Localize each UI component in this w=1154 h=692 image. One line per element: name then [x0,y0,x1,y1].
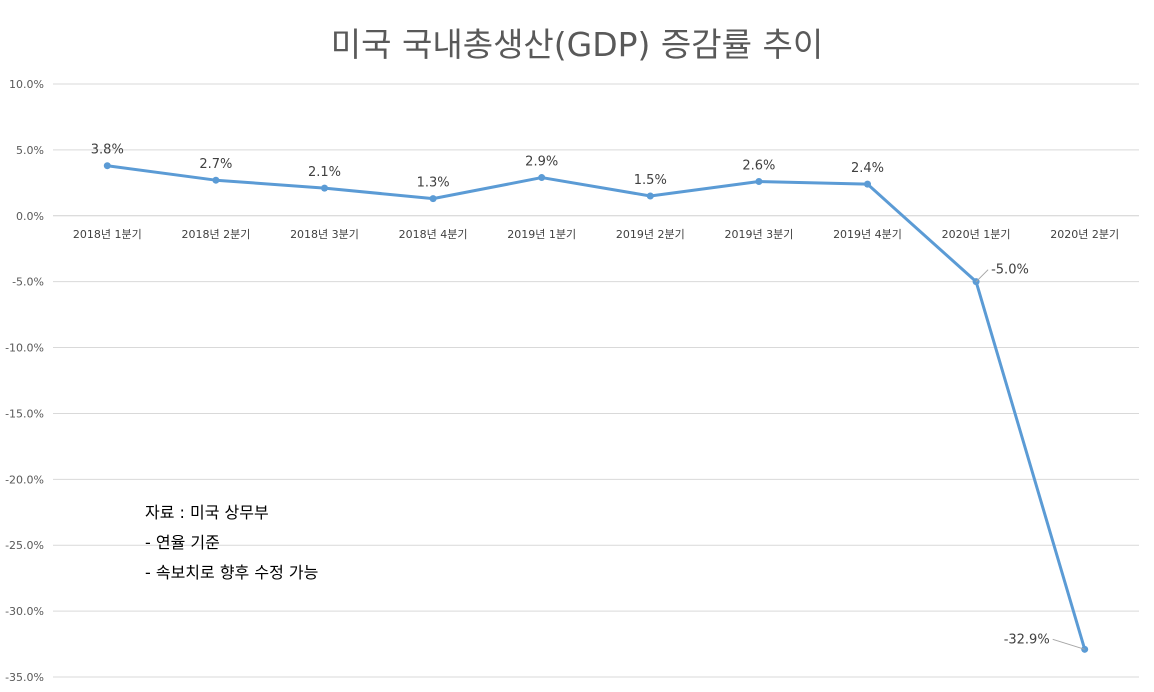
y-tick-label: 5.0% [16,144,44,157]
series-line [107,164,1087,650]
x-tick-label: 2020년 1분기 [942,228,1011,241]
y-tick-label: 0.0% [16,210,44,223]
x-tick-label: 2020년 2분기 [1050,228,1119,241]
gridlines [53,83,1139,678]
y-tick-label: -10.0% [5,342,44,355]
data-label: 2.1% [308,165,341,180]
x-tick-label: 2018년 1분기 [73,228,142,241]
x-tick-label: 2018년 4분기 [399,228,468,241]
data-label: 1.5% [634,173,667,188]
source-notes: 자료 : 미국 상무부 - 연율 기준 - 속보치로 향후 수정 가능 [145,498,318,588]
data-label: 3.8% [91,143,124,158]
y-tick-label: -15.0% [5,407,44,420]
leader-line [1052,638,1085,650]
data-point [103,162,111,170]
y-tick-label: -25.0% [5,539,44,552]
data-point [212,176,220,184]
x-tick-label: 2019년 1분기 [507,228,576,241]
data-point [538,174,546,182]
y-tick-label: -35.0% [5,671,44,684]
note-preliminary: - 속보치로 향후 수정 가능 [145,563,319,582]
x-tick-label: 2019년 2분기 [616,228,685,241]
data-label: -32.9% [1004,632,1050,647]
note-annualized: - 연율 기준 [145,533,220,552]
leader-line [975,269,989,283]
y-tick-label: -30.0% [5,605,44,618]
y-tick-label: -20.0% [5,473,44,486]
y-tick-label: -5.0% [12,276,44,289]
x-tick-label: 2018년 2분기 [181,228,250,241]
data-label: 2.7% [199,157,232,172]
data-point [755,178,763,186]
x-tick-label: 2019년 4분기 [833,228,902,241]
data-label: 2.9% [525,155,558,170]
data-point [864,180,871,188]
data-label: -5.0% [991,263,1029,278]
data-label: 2.6% [742,159,775,174]
data-labels: 3.8% 2.7% 2.1% 1.3% 2.9% 1.5% 2.6% 2.4% -5.0% -32… [91,143,1085,650]
note-source: 자료 : 미국 상무부 [145,503,269,522]
data-point [646,192,654,200]
data-point [321,184,328,192]
x-axis-ticks: 2018년 1분기 2018년 2분기 2018년 3분기 2018년 4분기 2019… [73,228,1119,241]
x-tick-label: 2019년 3분기 [724,228,793,241]
data-label: 2.4% [851,161,884,176]
chart-title: 미국 국내총생산(GDP) 증감률 추이 [330,25,824,64]
data-point [429,195,437,203]
series-gdp [103,162,1089,653]
y-axis-ticks: 10.0% 5.0% 0.0% -5.0% -10.0% -15.0% -20.0% -25.… [5,78,44,684]
x-tick-label: 2018년 3분기 [290,228,359,241]
y-tick-label: 10.0% [9,78,44,91]
data-label: 1.3% [417,176,450,191]
